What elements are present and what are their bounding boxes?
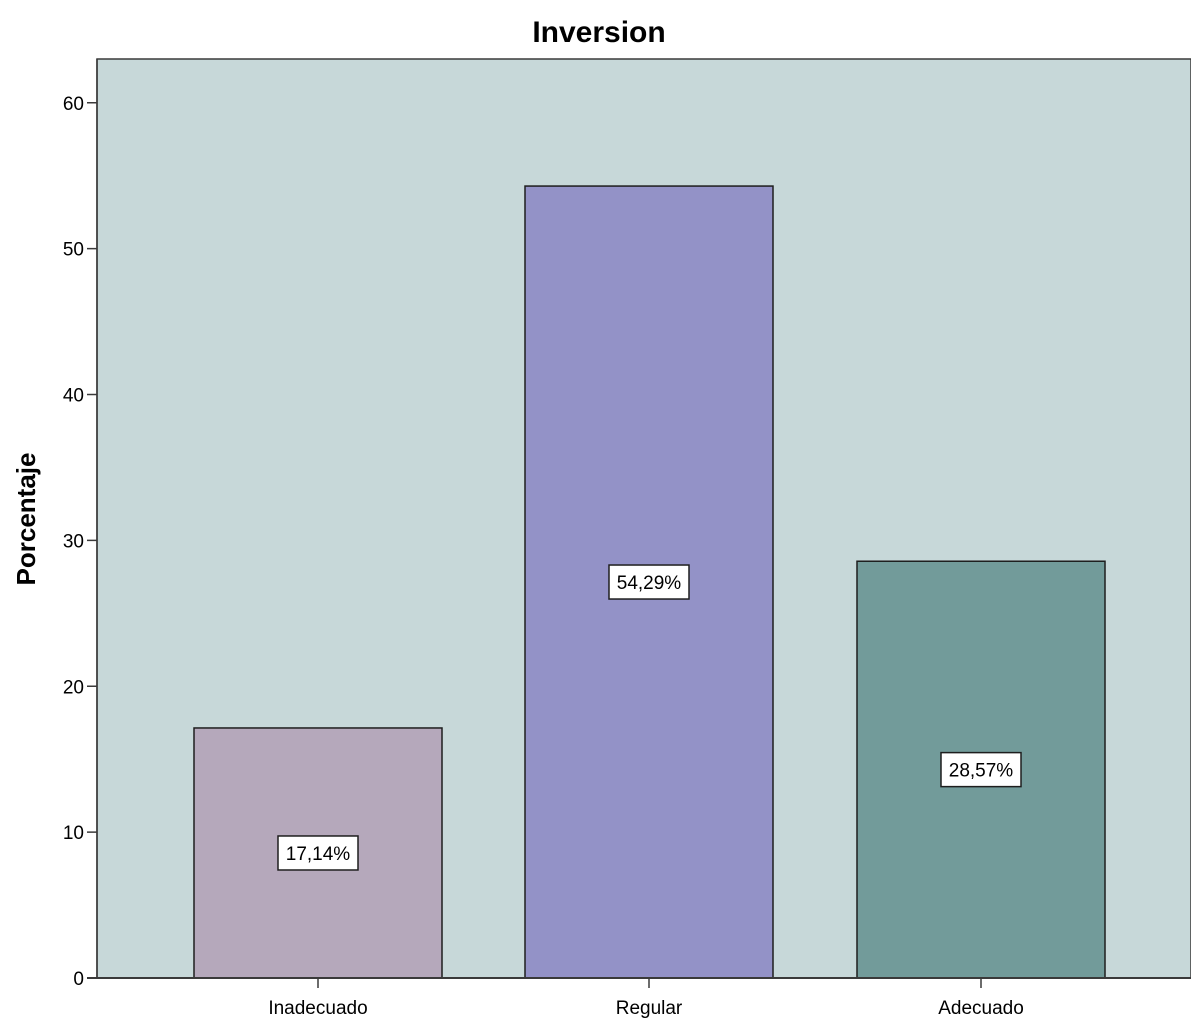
data-label-box	[608, 564, 690, 600]
data-label-text: 17,14%	[286, 844, 351, 865]
y-tick-label: 10	[63, 823, 84, 844]
data-label-box	[940, 751, 1022, 788]
data-label-regular: 54,29%	[608, 564, 690, 600]
data-label-box	[277, 835, 359, 871]
x-axis: Inadecuado Regular Adecuado	[87, 977, 1191, 1019]
y-axis: 0 10 20 30 40 50 60	[63, 59, 98, 990]
y-tick-label: 20	[63, 677, 84, 698]
bars-group: 17,14% 54,29% 28,57%	[193, 185, 1106, 979]
data-label-adecuado: 28,57%	[940, 751, 1022, 788]
x-tick-label: Regular	[616, 998, 683, 1019]
y-tick-label: 0	[73, 969, 84, 990]
y-tick-label: 50	[63, 240, 84, 261]
y-tick-label: 60	[63, 94, 84, 115]
y-tick-label: 30	[63, 531, 84, 552]
data-label-inadecuado: 17,14%	[277, 835, 359, 871]
y-tick-label: 40	[63, 386, 84, 407]
chart-title: Inversion	[532, 16, 665, 49]
y-axis-label: Porcentaje	[11, 453, 41, 586]
data-label-text: 28,57%	[949, 761, 1014, 782]
x-tick-label: Adecuado	[938, 998, 1024, 1019]
data-label-text: 54,29%	[617, 573, 682, 594]
x-tick-label: Inadecuado	[268, 998, 367, 1019]
